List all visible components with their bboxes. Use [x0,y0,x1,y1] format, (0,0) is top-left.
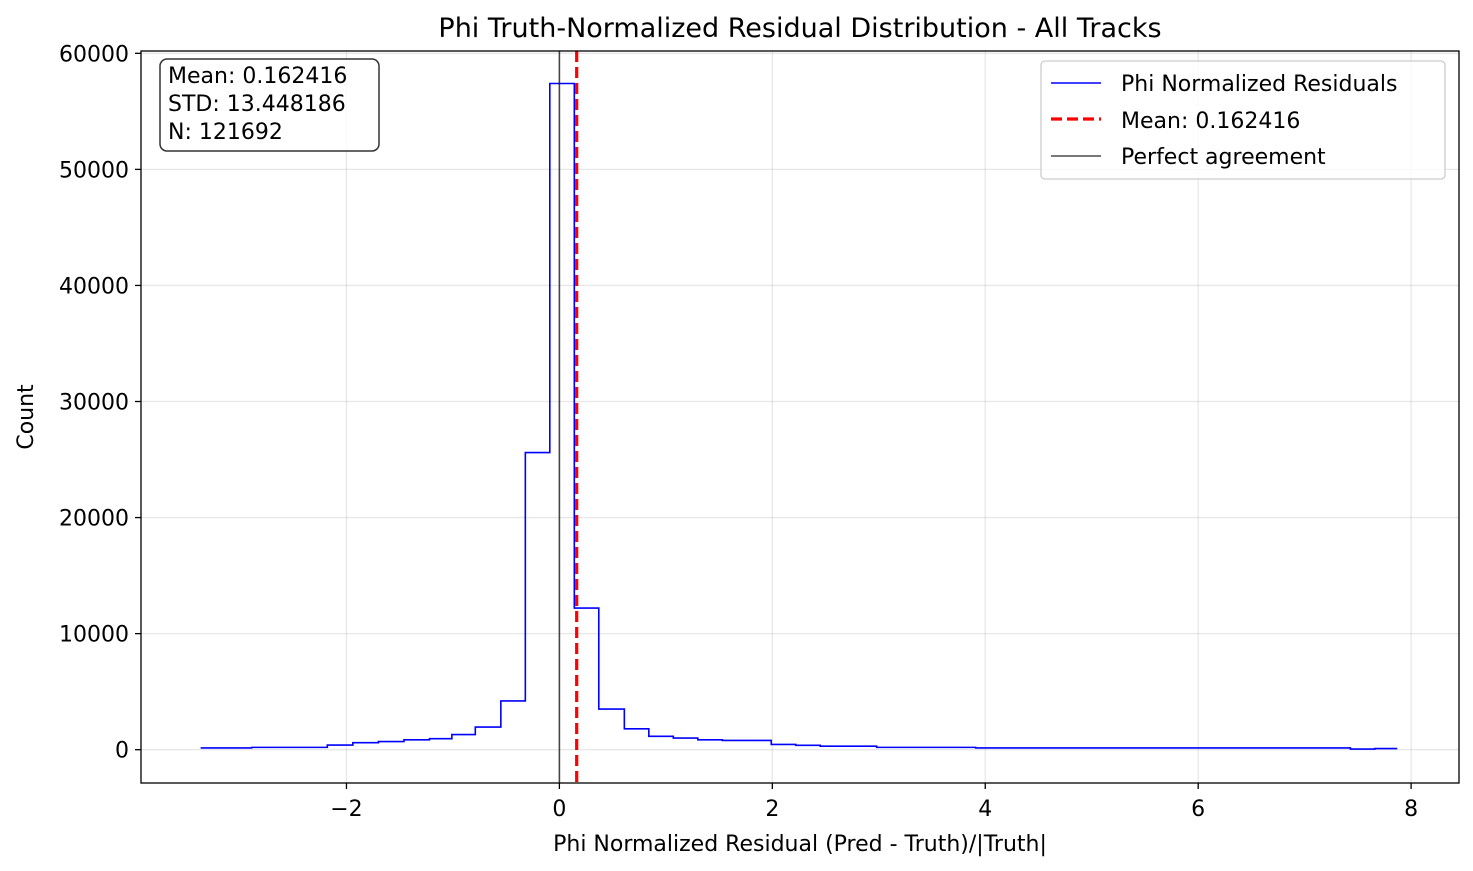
histogram-bin [327,745,353,750]
histogram-bin [525,453,549,750]
x-tick-label: 2 [765,797,779,822]
histogram-bin [430,739,452,750]
histogram-bin [771,744,795,749]
y-tick-label: 10000 [59,623,129,648]
histogram-bin [722,740,771,749]
histogram-bin [624,729,648,750]
histogram-bin [649,736,673,749]
legend: Phi Normalized Residuals Mean: 0.162416 … [1040,60,1446,180]
legend-label-residuals: Phi Normalized Residuals [1121,72,1397,97]
stats-n: N: 121692 [168,120,283,145]
histogram-bin [475,727,501,750]
stats-mean: Mean: 0.162416 [168,64,347,89]
stats-std: STD: 13.448186 [168,92,346,117]
histogram-bin [378,742,404,750]
histogram-bin [599,709,625,750]
legend-frame [1040,60,1446,180]
histogram-bin [673,738,697,750]
y-tick-label: 20000 [59,507,129,532]
x-tick-label: 6 [1191,797,1205,822]
legend-label-mean: Mean: 0.162416 [1121,109,1300,134]
x-tick-label: 0 [552,797,566,822]
histogram-bin [452,735,475,750]
x-tick-label: 8 [1404,797,1418,822]
y-tick-label: 60000 [59,42,129,67]
x-axis: −2 0 2 4 6 8 [330,783,1418,822]
y-axis: 0 10000 20000 30000 40000 50000 60000 [59,42,141,764]
chart-title: Phi Truth-Normalized Residual Distributi… [438,13,1161,44]
y-tick-label: 0 [115,739,129,764]
histogram-bin [501,701,525,750]
histogram-bin [404,740,430,750]
histogram-series [200,82,1398,750]
x-tick-label: −2 [330,797,362,822]
x-tick-label: 4 [978,797,992,822]
y-axis-label: Count [14,384,39,450]
y-tick-label: 50000 [59,158,129,183]
histogram-bin [820,746,876,749]
x-axis-label: Phi Normalized Residual (Pred - Truth)/|… [553,832,1047,857]
y-tick-label: 40000 [59,274,129,299]
histogram-bin [877,747,976,749]
grid [141,51,1459,783]
histogram-bin [201,748,252,750]
histogram-bin [353,743,379,750]
y-tick-label: 30000 [59,391,129,416]
plot-frame [140,50,1460,784]
histogram-bin [252,747,328,749]
histogram-bin [550,83,574,749]
histogram-bin [698,740,722,750]
histogram-bin [976,748,1351,750]
stats-box: Mean: 0.162416 STD: 13.448186 N: 121692 [159,58,380,152]
histogram-bin [796,745,820,749]
histogram-bin [1350,749,1374,750]
histogram-bin [1375,749,1397,750]
legend-label-perfect: Perfect agreement [1121,145,1326,170]
series-step-outline [200,82,1398,750]
reference-lines [558,51,579,783]
